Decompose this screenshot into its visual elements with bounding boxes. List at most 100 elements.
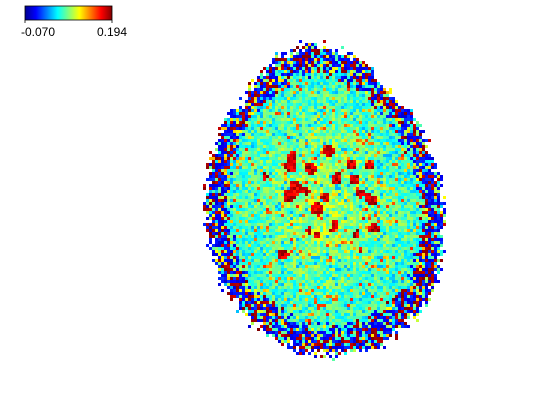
map-pixel: [341, 151, 344, 154]
map-pixel: [338, 217, 341, 220]
map-pixel: [386, 262, 389, 265]
map-pixel: [389, 91, 392, 94]
map-pixel: [344, 124, 347, 127]
map-pixel: [299, 274, 302, 277]
map-pixel: [383, 193, 386, 196]
map-pixel: [269, 82, 272, 85]
map-pixel: [242, 271, 245, 274]
map-pixel: [326, 244, 329, 247]
map-pixel: [428, 208, 431, 211]
map-pixel: [248, 88, 251, 91]
map-pixel: [341, 118, 344, 121]
map-pixel: [311, 169, 314, 172]
map-pixel: [380, 235, 383, 238]
map-pixel: [275, 97, 278, 100]
map-pixel: [215, 175, 218, 178]
map-pixel: [287, 145, 290, 148]
map-pixel: [311, 145, 314, 148]
map-pixel: [287, 247, 290, 250]
map-pixel: [347, 133, 350, 136]
map-pixel: [227, 124, 230, 127]
map-pixel: [353, 199, 356, 202]
map-pixel: [380, 187, 383, 190]
map-pixel: [368, 166, 371, 169]
map-pixel: [323, 76, 326, 79]
map-pixel: [425, 205, 428, 208]
map-pixel: [422, 160, 425, 163]
map-pixel: [314, 169, 317, 172]
map-pixel: [212, 214, 215, 217]
map-pixel: [314, 274, 317, 277]
map-pixel: [371, 124, 374, 127]
map-pixel: [368, 115, 371, 118]
map-pixel: [374, 124, 377, 127]
map-pixel: [401, 238, 404, 241]
map-pixel: [296, 181, 299, 184]
map-pixel: [431, 271, 434, 274]
map-pixel: [413, 217, 416, 220]
map-pixel: [377, 181, 380, 184]
map-pixel: [335, 148, 338, 151]
map-pixel: [311, 136, 314, 139]
map-pixel: [347, 214, 350, 217]
map-pixel: [218, 271, 221, 274]
map-pixel: [239, 235, 242, 238]
map-pixel: [275, 118, 278, 121]
map-pixel: [440, 214, 443, 217]
map-pixel: [263, 133, 266, 136]
map-pixel: [212, 196, 215, 199]
map-pixel: [422, 190, 425, 193]
map-pixel: [308, 211, 311, 214]
map-pixel: [335, 103, 338, 106]
map-pixel: [275, 142, 278, 145]
map-pixel: [254, 193, 257, 196]
map-pixel: [209, 184, 212, 187]
map-pixel: [392, 145, 395, 148]
map-pixel: [311, 220, 314, 223]
map-pixel: [215, 166, 218, 169]
map-pixel: [239, 253, 242, 256]
map-pixel: [281, 178, 284, 181]
map-pixel: [383, 241, 386, 244]
map-pixel: [338, 223, 341, 226]
map-pixel: [296, 109, 299, 112]
map-pixel: [413, 160, 416, 163]
map-pixel: [335, 268, 338, 271]
map-pixel: [347, 58, 350, 61]
map-pixel: [212, 229, 215, 232]
map-pixel: [338, 88, 341, 91]
map-pixel: [239, 196, 242, 199]
map-pixel: [239, 214, 242, 217]
map-pixel: [329, 121, 332, 124]
map-pixel: [350, 64, 353, 67]
map-pixel: [434, 238, 437, 241]
map-pixel: [404, 118, 407, 121]
map-pixel: [257, 148, 260, 151]
map-pixel: [296, 61, 299, 64]
map-pixel: [329, 238, 332, 241]
map-pixel: [386, 157, 389, 160]
map-pixel: [416, 268, 419, 271]
map-pixel: [413, 220, 416, 223]
map-pixel: [350, 106, 353, 109]
map-pixel: [275, 109, 278, 112]
map-pixel: [320, 256, 323, 259]
map-pixel: [440, 211, 443, 214]
map-pixel: [236, 277, 239, 280]
map-pixel: [431, 181, 434, 184]
map-pixel: [296, 124, 299, 127]
map-pixel: [344, 85, 347, 88]
map-pixel: [314, 112, 317, 115]
map-pixel: [275, 253, 278, 256]
map-pixel: [245, 253, 248, 256]
map-pixel: [269, 277, 272, 280]
map-pixel: [326, 154, 329, 157]
map-pixel: [257, 250, 260, 253]
map-pixel: [305, 97, 308, 100]
map-pixel: [362, 247, 365, 250]
map-pixel: [341, 103, 344, 106]
map-pixel: [317, 205, 320, 208]
map-pixel: [326, 223, 329, 226]
map-pixel: [272, 274, 275, 277]
map-pixel: [326, 256, 329, 259]
